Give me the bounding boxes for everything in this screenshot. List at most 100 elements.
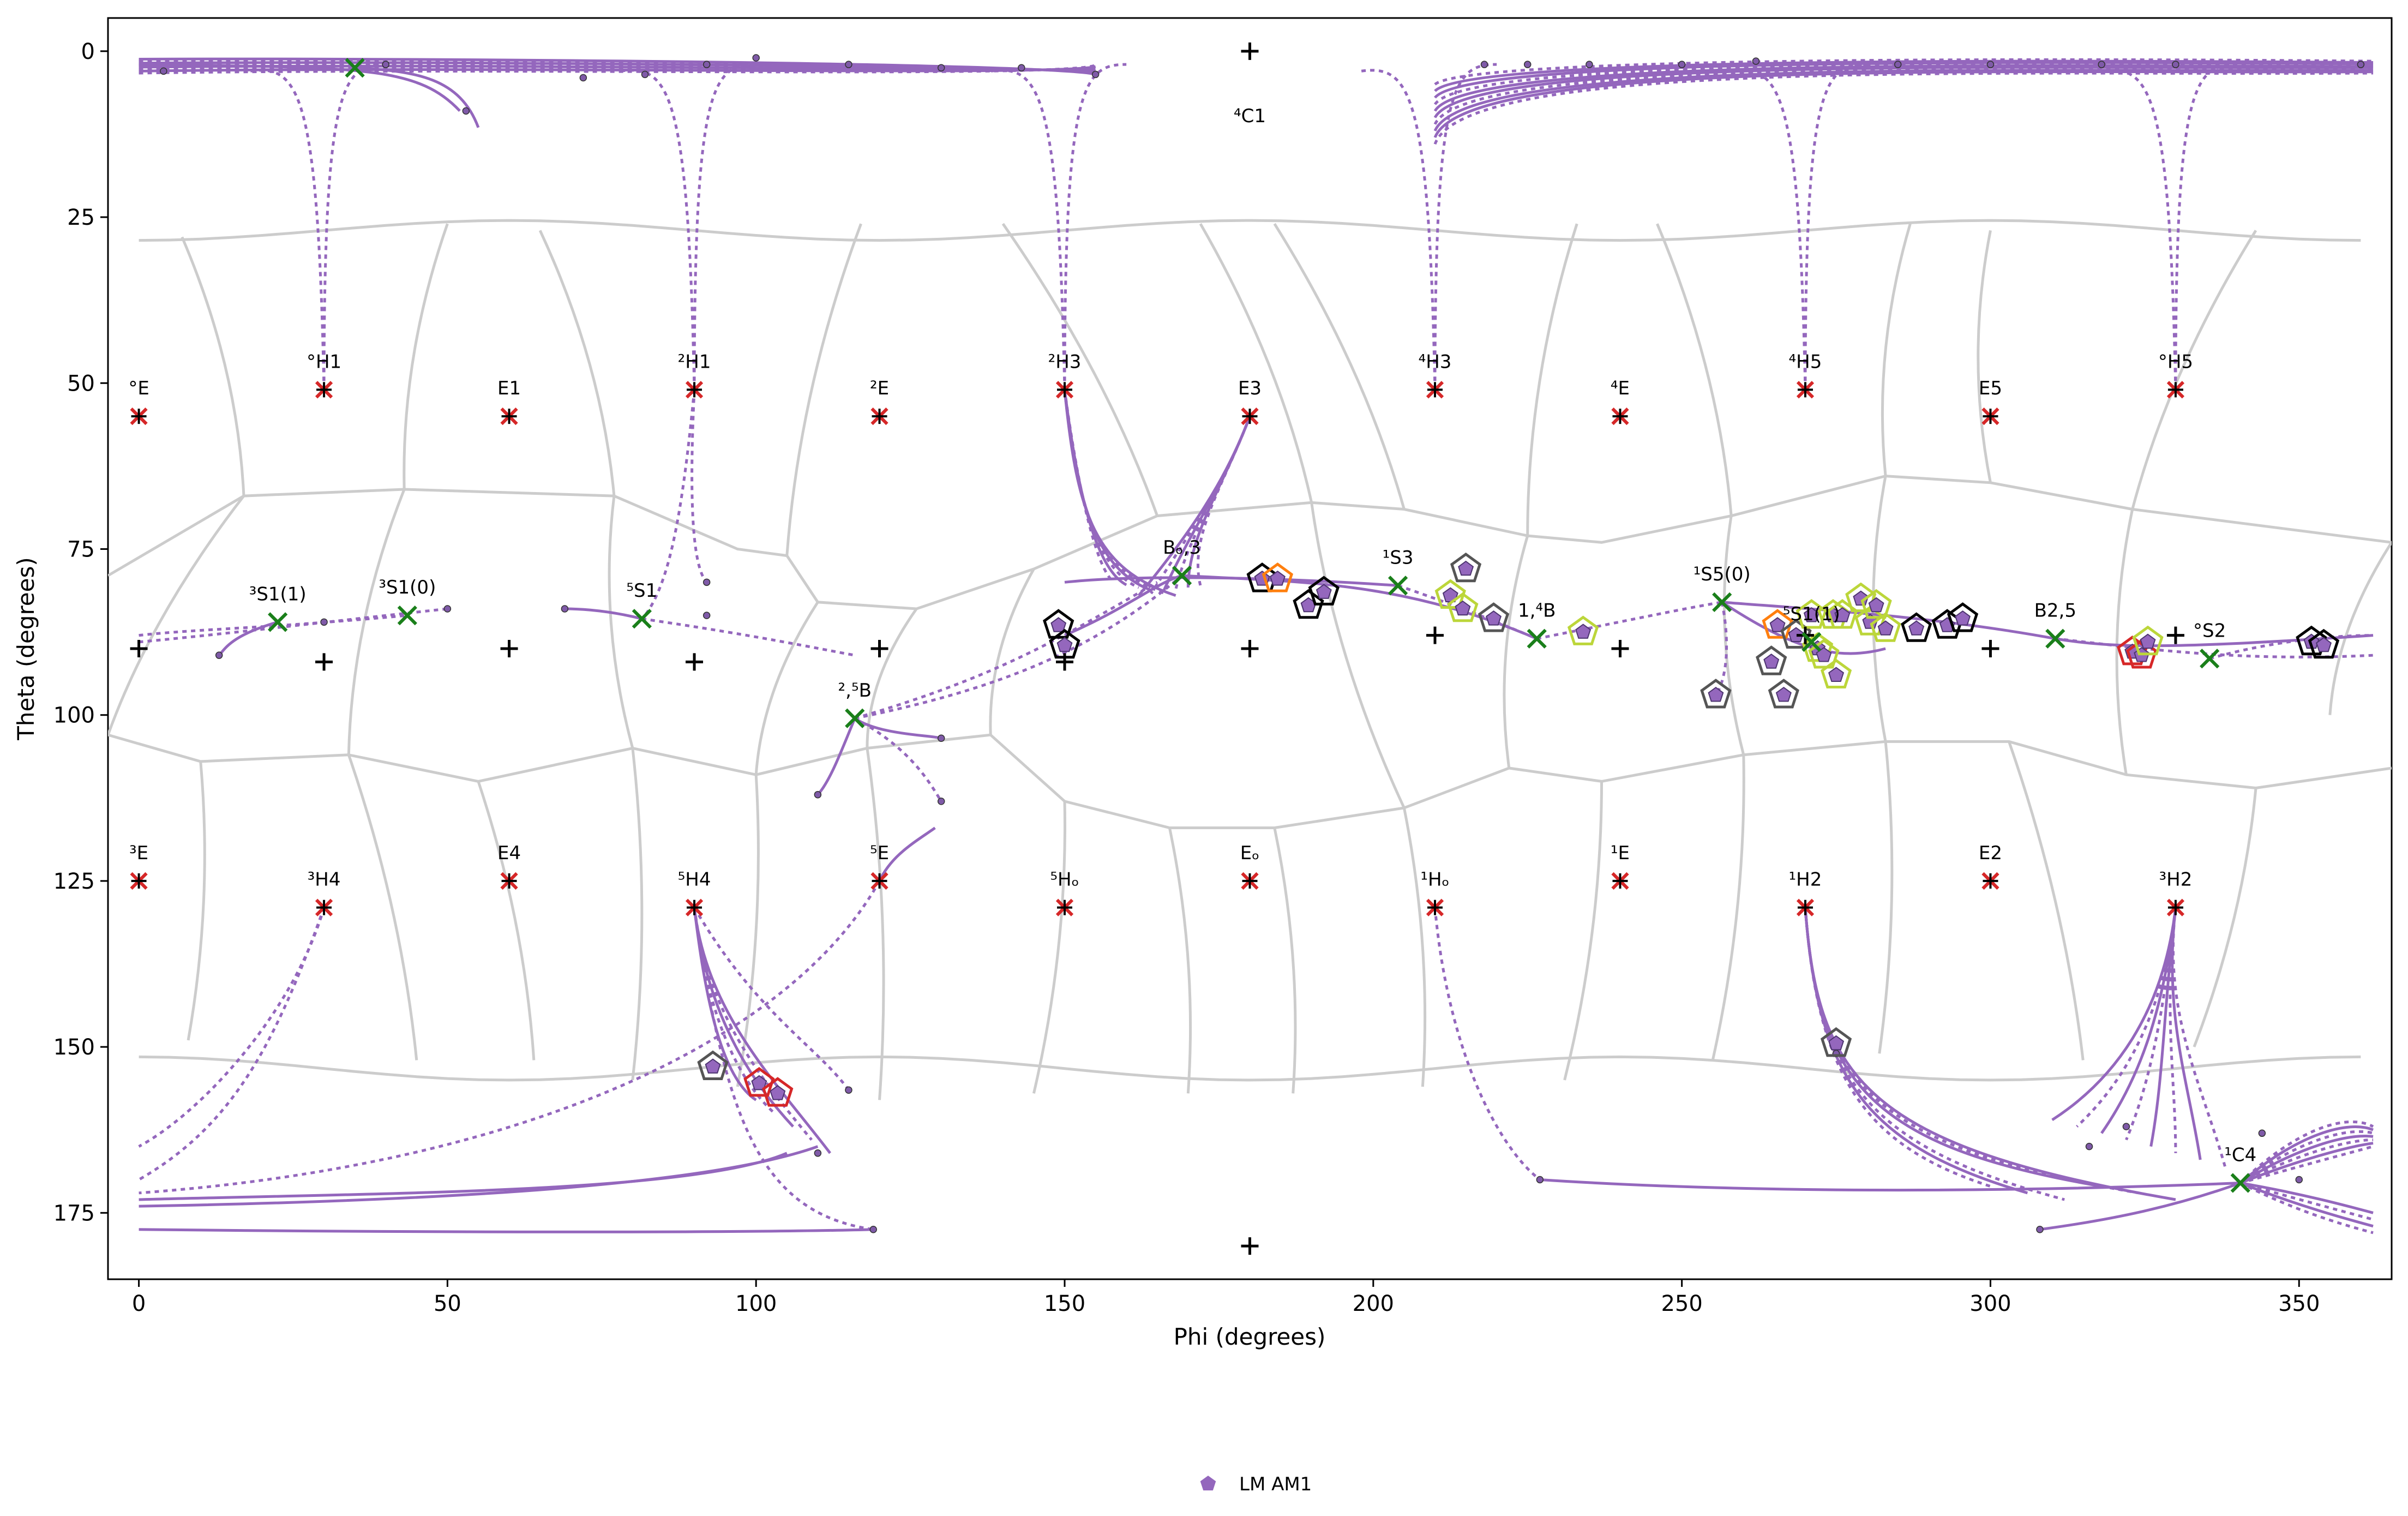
point-label: °H5 [2158, 351, 2193, 373]
canonical-marker-plus [501, 873, 517, 889]
lm-am1-pentagon [1828, 667, 1845, 682]
transition-state-marker [2045, 628, 2065, 649]
pathway-line [2240, 1182, 2374, 1214]
x-axis-label: Phi (degrees) [1174, 1323, 1326, 1350]
cell-boundary-line [1977, 230, 1992, 483]
point-label: E1 [497, 377, 521, 399]
lm-am1-ring [1756, 645, 1787, 675]
pathway-line [2239, 1130, 2374, 1184]
lm-am1-ring [1478, 602, 1510, 632]
lm-am1-ring [1567, 615, 1599, 645]
transition-state-marker [268, 612, 288, 632]
point-label: ³S1(0) [379, 577, 436, 598]
point-label: ⁵H4 [678, 869, 711, 891]
pathway-node [2357, 61, 2365, 68]
cell-boundary-line [347, 754, 418, 1060]
pathway-line [1433, 70, 2374, 138]
cell-boundary-line [1168, 828, 1192, 1094]
lm-am1-ring [1808, 639, 1840, 669]
cell-boundary-line [139, 1055, 2361, 1082]
pathway-node [1586, 61, 1593, 68]
lm-am1-ring [1447, 592, 1479, 622]
lm-am1-pentagon [770, 1085, 786, 1100]
cell-boundary-line [187, 761, 206, 1041]
cell-boundary-line [989, 568, 1035, 735]
plus-marker [2166, 626, 2184, 644]
canonical-marker-plus [131, 873, 147, 889]
point-label: ¹C4 [2224, 1145, 2256, 1166]
canonical-marker-plus [872, 873, 887, 889]
lm-am1-pentagon [2316, 637, 2332, 652]
cell-boundary-line [1199, 223, 1313, 503]
pathway-line [1063, 390, 1176, 597]
point-label: ³S1(1) [249, 583, 307, 605]
lm-am1-pentagon [2140, 633, 2156, 649]
canonical-marker-plus [687, 900, 702, 915]
lm-am1-pentagon [705, 1058, 721, 1074]
cell-boundary-line [2115, 508, 2134, 775]
pathway-node [2036, 1225, 2044, 1233]
legend-marker [1200, 1476, 1216, 1491]
y-tick-label: 25 [67, 205, 95, 230]
pathway-line [2239, 1182, 2374, 1235]
lm-am1-ring [1246, 562, 1278, 592]
cell-boundary-line [1526, 223, 1578, 536]
point-label: °E [128, 377, 149, 399]
plus-marker [1241, 1237, 1259, 1255]
transition-state-marker [1712, 592, 1732, 612]
x-tick-label: 250 [1661, 1291, 1702, 1316]
canonical-marker-plus [1057, 382, 1073, 398]
cell-boundary-line [1711, 754, 1745, 1060]
pathway-line [139, 1228, 874, 1233]
lm-am1-pentagon [1269, 570, 1286, 586]
pathway-node [215, 651, 223, 659]
pathway-line [1434, 59, 2374, 92]
pathway-line [1433, 67, 2374, 125]
x-tick-label: 100 [735, 1291, 777, 1316]
pathway-line [1433, 63, 2374, 105]
lm-am1-pentagon [1877, 620, 1894, 636]
pathway-node [1523, 61, 1532, 68]
pathway-node [561, 605, 569, 613]
lm-am1-ring [1043, 609, 1074, 639]
canonical-marker-plus [1242, 409, 1258, 424]
cell-boundary-line [2328, 541, 2392, 715]
pathway-node [579, 74, 587, 82]
transition-state-marker [1172, 566, 1192, 586]
lm-am1-ring [1450, 552, 1482, 583]
pathway-line [854, 581, 1158, 720]
lm-am1-ring [1780, 619, 1812, 649]
pathway-node [845, 1086, 852, 1094]
cell-boundary-line [736, 775, 760, 1087]
cell-boundary-line [139, 219, 2361, 242]
cell-boundary-line [2193, 788, 2257, 1048]
pathway-line [355, 66, 480, 128]
cell-boundary-line [2131, 230, 2257, 510]
point-label: ¹E [1611, 842, 1630, 864]
point-label: Eₒ [1240, 842, 1260, 864]
point-label: E2 [1979, 842, 2002, 864]
pathway-line [138, 907, 326, 1181]
cell-boundary-line [631, 748, 644, 1081]
plus-marker [1426, 626, 1444, 644]
pathway-line [644, 390, 696, 616]
lm-am1-ring [1947, 602, 1979, 632]
plus-marker [1241, 640, 1259, 657]
pathway-node [1480, 61, 1488, 68]
canonical-marker-plus [1797, 382, 1813, 398]
lm-am1-ring [1870, 612, 1901, 642]
pathway-node [2295, 1176, 2303, 1184]
point-label: ³H4 [308, 869, 341, 891]
y-tick-label: 100 [53, 703, 95, 728]
pathway-line [1433, 907, 1541, 1181]
pathway-line [1433, 64, 2374, 112]
point-label: E3 [1238, 377, 1262, 399]
pathway-node [937, 734, 945, 742]
pathway-line [2239, 1182, 2374, 1228]
x-tick-label: 50 [434, 1291, 461, 1316]
lm-am1-pentagon [1050, 617, 1067, 632]
pathway-line [2239, 1120, 2374, 1184]
canonical-marker-plus [131, 409, 147, 424]
y-axis-label: Theta (degrees) [13, 557, 39, 741]
lm-am1-pentagon [1853, 590, 1869, 606]
